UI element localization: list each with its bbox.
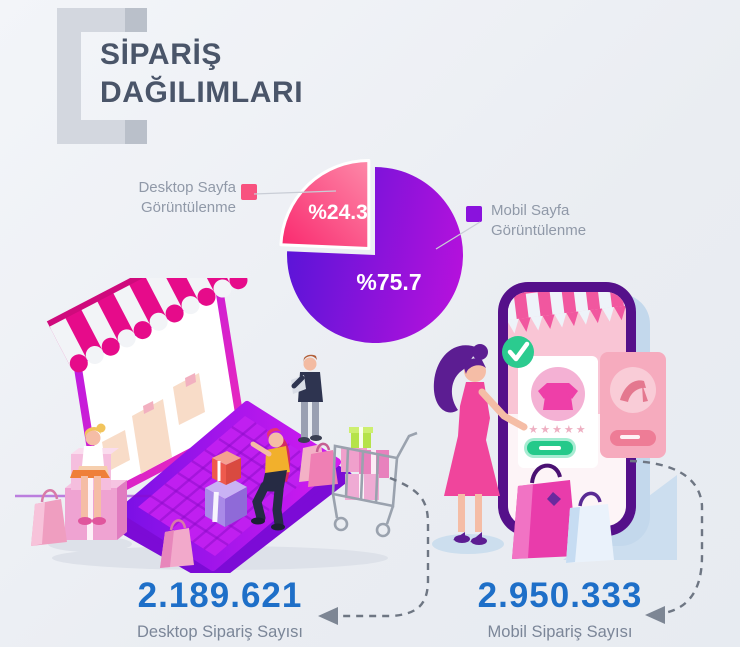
shopping-bag-icon: [299, 442, 338, 487]
legend-desktop-line2: Görüntülenme: [140, 198, 236, 216]
pie-label-desktop: %24.3: [308, 201, 368, 224]
check-icon: [502, 336, 534, 368]
product-card: ★★★★★: [518, 356, 598, 468]
legend-mobil-line1: Mobil Sayfa: [491, 202, 570, 219]
store-door: [132, 399, 172, 474]
store-awning: [46, 278, 249, 373]
standing-man: [291, 354, 323, 443]
stat-mobil-value: 2.950.333: [477, 576, 643, 615]
shopping-cart-icon: [331, 427, 418, 538]
side-product-panel: [600, 352, 666, 458]
sitting-shopper: [48, 423, 132, 552]
mobile-awning: [508, 292, 626, 334]
store-window: [173, 373, 205, 425]
legend-mobil: Mobil Sayfa Görüntülenme: [491, 201, 621, 241]
corner-bracket: [57, 8, 147, 144]
pie-chart: %24.3 %75.7: [279, 159, 464, 343]
star-rating: ★★★★★: [528, 424, 587, 436]
buy-button: [524, 438, 576, 458]
desktop-illustration: [15, 278, 418, 573]
page-title-line1: SİPARİŞ: [100, 38, 223, 71]
tshirt-icon: [538, 383, 578, 410]
high-heel-icon: [620, 380, 646, 402]
sitting-woman: [250, 427, 291, 531]
laptop-of-shopper: [70, 470, 110, 478]
legend-swatch-mobil: [466, 206, 482, 222]
legend-desktop-line1: Desktop Sayfa: [138, 179, 236, 196]
legend-mobil-line2: Görüntülenme: [491, 221, 587, 239]
page-title: SİPARİŞ DAĞILIMLARI: [100, 36, 303, 111]
stat-desktop: 2.189.621 Desktop Sipariş Sayısı: [70, 576, 370, 642]
stat-desktop-value: 2.189.621: [137, 576, 303, 615]
shopping-bag-icon: [31, 489, 67, 546]
mobile-illustration: ★★★★★: [432, 282, 677, 563]
gift-box-icon: [205, 451, 247, 527]
shopping-bag-icon: [566, 491, 614, 563]
pie-slice-mobil: [287, 167, 464, 343]
shopping-bag-icon: [512, 463, 577, 559]
pie-slice-desktop: [279, 159, 371, 250]
legend-swatch-desktop: [241, 184, 257, 200]
shopping-bag-icon: [160, 519, 194, 568]
pointing-woman: [432, 344, 528, 554]
stat-desktop-label: Desktop Sipariş Sayısı: [137, 623, 303, 641]
pie-label-mobil: %75.7: [356, 269, 421, 295]
page-title-line2: DAĞILIMLARI: [100, 75, 304, 109]
legend-desktop: Desktop Sayfa Görüntülenme: [118, 178, 236, 218]
stat-mobil: 2.950.333 Mobil Sipariş Sayısı: [410, 576, 710, 642]
stat-mobil-label: Mobil Sipariş Sayısı: [487, 623, 633, 641]
